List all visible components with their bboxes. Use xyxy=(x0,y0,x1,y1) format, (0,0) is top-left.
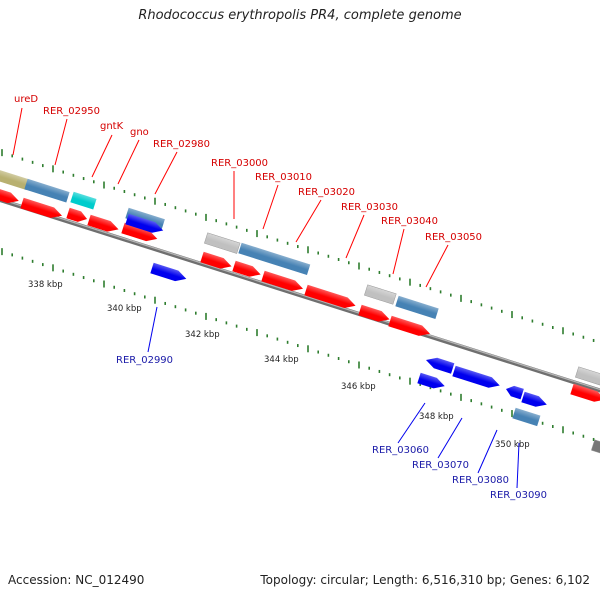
scale-label-342: 342 kbp xyxy=(185,330,220,340)
forward-gene xyxy=(304,284,356,308)
edge-forward-gene xyxy=(570,383,600,402)
gene-label-rer-03030[interactable]: RER_03030 xyxy=(341,202,398,213)
forward-gene xyxy=(87,214,119,232)
leader-line xyxy=(345,214,365,259)
scale-label-348: 348 kbp xyxy=(419,412,454,422)
gene-label-rer-03090[interactable]: RER_03090 xyxy=(490,490,547,501)
rer-03080-gene xyxy=(521,391,547,407)
reverse-gene xyxy=(125,213,164,233)
leader-line xyxy=(392,228,405,275)
forward-gene xyxy=(261,270,304,291)
gene-label-rer-02950[interactable]: RER_02950 xyxy=(43,106,100,117)
rer-02990-gene xyxy=(150,262,187,282)
gene-label-rer-03070[interactable]: RER_03070 xyxy=(412,460,469,471)
rer-02950-gene xyxy=(24,178,70,203)
leader-line xyxy=(54,118,68,166)
rer-03070-gene xyxy=(452,365,500,388)
rer-03040-gene xyxy=(364,284,397,305)
map-title: Rhodococcus erythropolis PR4, complete g… xyxy=(138,8,462,23)
gene-label-gntk[interactable]: gntK xyxy=(100,121,124,132)
gene-label-rer-03010[interactable]: RER_03010 xyxy=(255,172,312,183)
forward-gene xyxy=(66,207,88,222)
forward-gene xyxy=(232,260,261,277)
scale-label-350: 350 kbp xyxy=(495,440,530,450)
gene-label-rer-02990[interactable]: RER_02990 xyxy=(116,355,173,366)
gene-features xyxy=(0,168,600,455)
edge-gene-dark xyxy=(591,439,600,455)
gene-labels: ureD RER_02950 gntK gno RER_02980 RER_03… xyxy=(14,94,547,501)
gntk-gene xyxy=(70,191,97,210)
leader-line xyxy=(425,244,449,288)
forward-gene xyxy=(20,197,63,218)
gene-label-rer-03020[interactable]: RER_03020 xyxy=(298,187,355,198)
gene-label-rer-03080[interactable]: RER_03080 xyxy=(452,475,509,486)
rer-03050-gene xyxy=(395,295,439,319)
reverse-gene xyxy=(506,385,524,400)
forward-gene xyxy=(200,251,232,269)
scale-label-340: 340 kbp xyxy=(107,304,142,314)
reverse-gene xyxy=(426,357,455,374)
scale-label-344: 344 kbp xyxy=(264,355,299,365)
leader-line xyxy=(295,199,322,243)
ured-gene xyxy=(0,168,30,191)
leader-line xyxy=(516,442,520,489)
leader-line xyxy=(262,184,279,230)
label-leaders xyxy=(12,107,520,489)
tick-marks xyxy=(1,149,595,441)
backbone-line xyxy=(0,197,600,393)
genome-summary-text: Topology: circular; Length: 6,516,310 bp… xyxy=(260,573,590,587)
gene-label-gno[interactable]: gno xyxy=(130,127,149,138)
accession-text: Accession: NC_012490 xyxy=(8,573,145,587)
gene-label-rer-03050[interactable]: RER_03050 xyxy=(425,232,482,243)
scale-label-338: 338 kbp xyxy=(28,280,63,290)
forward-gene xyxy=(121,222,158,242)
rer-03060-gene xyxy=(417,372,445,389)
forward-gene xyxy=(358,304,390,322)
edge-gene xyxy=(575,366,600,387)
gene-label-rer-03040[interactable]: RER_03040 xyxy=(381,216,438,227)
rer-03090-gene xyxy=(512,407,541,427)
leader-line xyxy=(12,107,23,156)
genome-backbone xyxy=(0,197,600,393)
leader-line xyxy=(437,417,463,459)
leader-line xyxy=(397,402,426,444)
gene-label-ured[interactable]: ureD xyxy=(14,94,38,105)
leader-line xyxy=(117,139,140,185)
gene-label-rer-03000[interactable]: RER_03000 xyxy=(211,158,268,169)
rer-03000-gene xyxy=(204,232,241,254)
leader-line xyxy=(154,151,178,195)
leader-line xyxy=(91,134,113,178)
gene-label-rer-02980[interactable]: RER_02980 xyxy=(153,139,210,150)
forward-gene xyxy=(0,187,19,204)
backbone-highlight xyxy=(0,198,600,391)
gene-label-rer-03060[interactable]: RER_03060 xyxy=(372,445,429,456)
forward-gene xyxy=(388,315,431,336)
leader-line xyxy=(477,429,498,474)
scale-label-346: 346 kbp xyxy=(341,382,376,392)
leader-line xyxy=(147,306,158,353)
rer-03010-gene xyxy=(238,242,311,276)
